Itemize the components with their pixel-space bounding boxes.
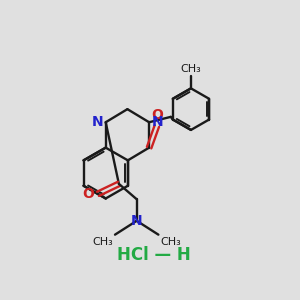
Text: CH₃: CH₃ bbox=[92, 237, 113, 247]
Text: O: O bbox=[151, 108, 163, 122]
Text: N: N bbox=[152, 115, 163, 129]
Text: HCl — H: HCl — H bbox=[117, 247, 190, 265]
Text: N: N bbox=[131, 214, 142, 228]
Text: O: O bbox=[82, 187, 94, 201]
Text: CH₃: CH₃ bbox=[181, 64, 201, 74]
Text: N: N bbox=[92, 115, 103, 129]
Text: CH₃: CH₃ bbox=[161, 237, 182, 247]
